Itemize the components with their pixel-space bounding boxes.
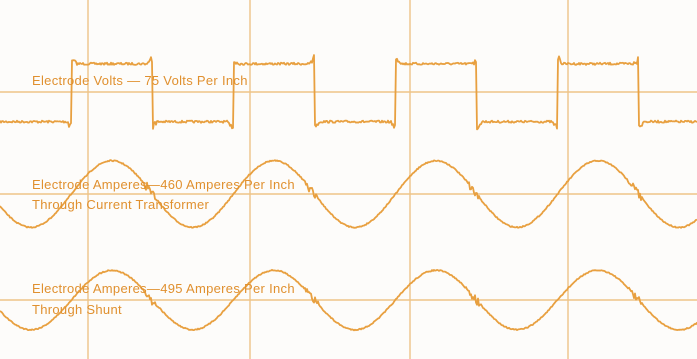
trace-group [0,54,697,332]
trace-1 [0,54,697,131]
shunt-current-trace-label: Electrode Amperes—495 Amperes Per Inch [32,281,295,296]
volts-trace-label: Electrode Volts — 75 Volts Per Inch [32,73,248,88]
trace-3 [0,268,697,332]
shunt-current-trace-sublabel: Through Shunt [32,302,122,317]
horizontal-baselines [0,91,697,301]
trace-2 [0,159,697,229]
ct-current-trace-sublabel: Through Current Transformer [32,197,210,212]
ct-current-trace-label: Electrode Amperes—460 Amperes Per Inch [32,177,295,192]
